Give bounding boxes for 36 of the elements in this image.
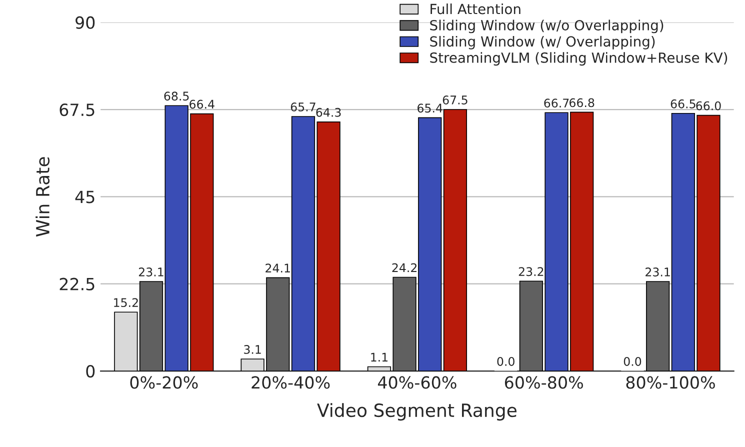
data-label: 24.1 bbox=[266, 264, 290, 272]
x-tick-label: 0%-20% bbox=[130, 376, 198, 389]
legend-label: Sliding Window (w/o Overlapping) bbox=[430, 20, 664, 34]
data-label: 66.4 bbox=[190, 100, 214, 109]
y-axis-title: Win Rate bbox=[36, 157, 50, 237]
x-tick-label: 80%-100% bbox=[626, 376, 715, 389]
data-label: 67.5 bbox=[442, 96, 468, 104]
data-label: 65.7 bbox=[290, 102, 316, 112]
data-label: 65.4 bbox=[418, 104, 442, 113]
data-label: 0.0 bbox=[624, 357, 642, 366]
data-label: 66.8 bbox=[570, 98, 594, 108]
x-tick-label: 20%-40% bbox=[252, 376, 330, 389]
legend-label: StreamingVLM (Sliding Window+Reuse KV) bbox=[430, 52, 728, 66]
y-tick-label: 45 bbox=[75, 190, 94, 204]
data-label: 15.2 bbox=[114, 298, 138, 308]
data-label: 64.3 bbox=[316, 108, 341, 117]
x-tick-label: 60%-80% bbox=[504, 376, 583, 389]
data-label: 24.2 bbox=[392, 263, 416, 272]
x-axis-title: Video Segment Range bbox=[317, 403, 516, 421]
y-tick-label: 90 bbox=[76, 16, 95, 29]
y-tick-label: 67.5 bbox=[60, 103, 94, 116]
data-label: 23.1 bbox=[646, 268, 670, 276]
data-label: 68.5 bbox=[164, 92, 189, 101]
data-label: 0.0 bbox=[497, 357, 514, 366]
data-label: 66.7 bbox=[544, 98, 569, 108]
data-label: 23.1 bbox=[138, 268, 164, 276]
legend-label: Full Attention bbox=[430, 4, 520, 14]
y-tick-label: 22.5 bbox=[60, 278, 94, 290]
data-label: 23.2 bbox=[518, 267, 544, 276]
legend-label: Sliding Window (w/ Overlapping) bbox=[430, 36, 655, 50]
data-label: 1.1 bbox=[371, 352, 388, 362]
y-tick-label: 0 bbox=[86, 364, 95, 378]
data-label: 66.0 bbox=[696, 101, 721, 110]
data-label: 3.1 bbox=[244, 345, 261, 354]
x-tick-label: 40%-60% bbox=[378, 376, 456, 389]
data-label: 66.5 bbox=[670, 99, 696, 108]
